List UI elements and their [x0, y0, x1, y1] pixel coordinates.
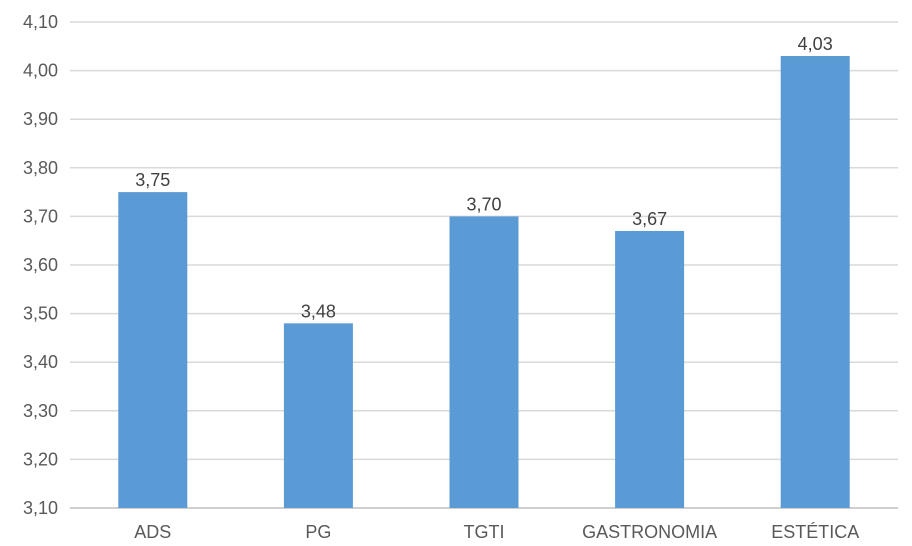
y-tick-label: 3,50 — [23, 304, 58, 324]
data-label: 3,48 — [301, 301, 336, 321]
bar-estética — [780, 56, 850, 509]
data-label: 4,03 — [798, 34, 833, 54]
x-category-label: GASTRONOMIA — [582, 522, 717, 542]
data-label: 3,70 — [466, 194, 501, 214]
y-tick-label: 3,80 — [23, 158, 58, 178]
bar-pg — [283, 323, 353, 508]
bar-tgti — [449, 216, 519, 508]
bars — [118, 56, 850, 509]
x-category-label: ADS — [134, 522, 171, 542]
y-tick-label: 3,30 — [23, 401, 58, 421]
y-tick-label: 4,00 — [23, 61, 58, 81]
y-axis-tick-labels: 3,10 3,20 3,30 3,40 3,50 3,60 3,70 3,80 3,90 4,00… — [23, 12, 58, 518]
y-tick-label: 3,20 — [23, 449, 58, 469]
y-tick-label: 3,40 — [23, 352, 58, 372]
x-category-label: TGTI — [464, 522, 505, 542]
y-tick-label: 3,70 — [23, 206, 58, 226]
data-labels: 3,75 3,48 3,70 3,67 4,03 — [135, 34, 832, 321]
data-label: 3,75 — [135, 170, 170, 190]
y-tick-label: 3,60 — [23, 255, 58, 275]
x-category-label: ESTÉTICA — [771, 522, 859, 542]
bar-gastronomia — [615, 230, 685, 509]
bar-ads — [118, 192, 188, 508]
data-label: 3,67 — [632, 209, 667, 229]
y-tick-label: 4,10 — [23, 12, 58, 32]
y-tick-label: 3,90 — [23, 109, 58, 129]
x-axis-category-labels: ADS PG TGTI GASTRONOMIA ESTÉTICA — [134, 522, 859, 542]
y-tick-label: 3,10 — [23, 498, 58, 518]
x-category-label: PG — [305, 522, 331, 542]
